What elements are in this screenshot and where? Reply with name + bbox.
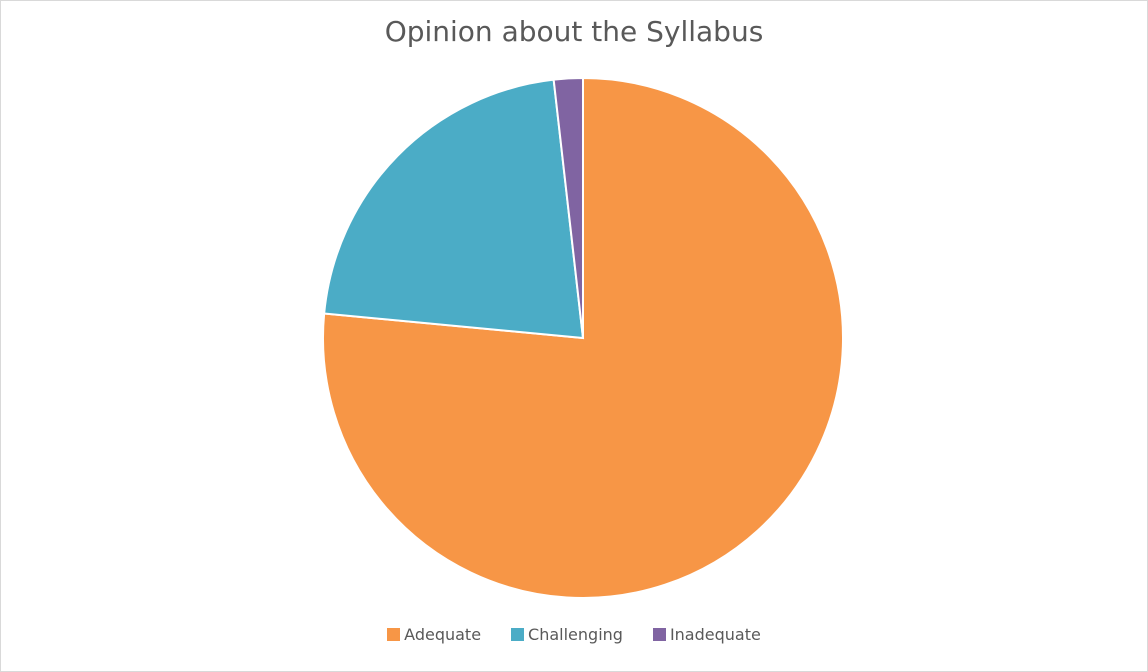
pie-slice-challenging xyxy=(323,78,585,340)
pie-slice-inadequate xyxy=(552,76,584,339)
legend-label-adequate: Adequate xyxy=(404,625,482,644)
chart-legend: Adequate Challenging Inadequate xyxy=(1,625,1147,644)
pie-slice-adequate xyxy=(322,76,844,599)
chart-title: Opinion about the Syllabus xyxy=(384,15,764,48)
legend-swatch-adequate xyxy=(387,628,401,641)
pie-chart xyxy=(322,76,844,599)
legend-item-inadequate: Inadequate xyxy=(652,625,761,644)
legend-swatch-challenging xyxy=(511,628,525,641)
legend-item-challenging: Challenging xyxy=(511,625,623,644)
legend-item-adequate: Adequate xyxy=(387,625,481,644)
legend-label-inadequate: Inadequate xyxy=(669,625,761,644)
legend-swatch-inadequate xyxy=(652,628,666,641)
legend-label-challenging: Challenging xyxy=(528,625,623,644)
